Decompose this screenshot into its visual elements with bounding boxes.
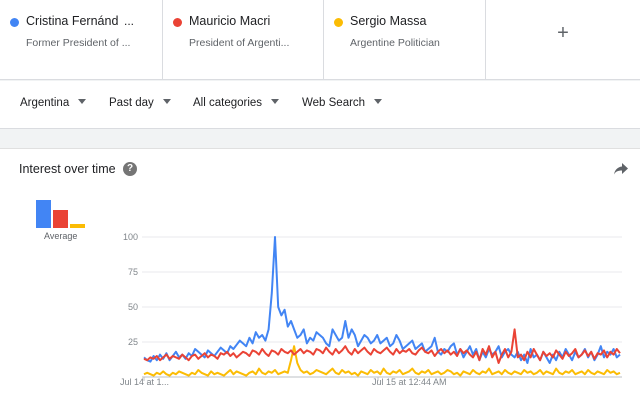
average-bar-term-2 xyxy=(53,210,68,228)
average-bar-term-3 xyxy=(70,224,85,228)
card-title: Interest over time xyxy=(19,162,116,176)
y-tick-label: 100 xyxy=(123,232,138,242)
term-name: Sergio Massa xyxy=(350,14,427,28)
series-line-1 xyxy=(143,236,621,364)
y-tick-label: 75 xyxy=(128,267,138,277)
filter-bar: Argentina Past day All categories Web Se… xyxy=(0,81,640,129)
add-comparison-button[interactable]: + xyxy=(557,22,569,44)
filter-search-type-dropdown[interactable]: Web Search xyxy=(302,97,383,109)
help-icon[interactable]: ? xyxy=(123,162,137,176)
term-description: Argentine Politician xyxy=(350,37,440,49)
x-tick-label: Jul 14 at 1... xyxy=(120,377,169,387)
term-color-dot xyxy=(10,18,19,27)
chevron-down-icon xyxy=(78,99,87,104)
term-ellipsis: ... xyxy=(123,14,134,28)
term-description: Former President of ... xyxy=(26,37,131,49)
filter-time-dropdown[interactable]: Past day xyxy=(109,97,171,109)
term-description: President of Argenti... xyxy=(189,37,290,49)
chevron-down-icon xyxy=(271,99,280,104)
y-tick-label: 25 xyxy=(128,337,138,347)
share-icon[interactable] xyxy=(614,162,628,180)
term-name: Mauricio Macri xyxy=(189,14,271,28)
chevron-down-icon xyxy=(162,99,171,104)
term-card-2[interactable]: Mauricio Macri President of Argenti... xyxy=(163,0,324,80)
x-tick-label: Jul 15 at 12:44 AM xyxy=(372,377,447,387)
average-bars xyxy=(36,196,88,228)
filter-label: Past day xyxy=(109,97,154,109)
series-line-2 xyxy=(143,328,621,364)
term-card-1[interactable]: Cristina Fernánd ... Former President of… xyxy=(0,0,163,80)
filter-label: All categories xyxy=(193,97,263,109)
compare-terms-bar: Cristina Fernánd ... Former President of… xyxy=(0,0,640,80)
series-line-3 xyxy=(143,345,621,377)
term-name: Cristina Fernánd xyxy=(26,14,119,28)
filter-label: Argentina xyxy=(20,97,70,109)
filter-region-dropdown[interactable]: Argentina xyxy=(20,97,87,109)
chevron-down-icon xyxy=(374,99,383,104)
term-color-dot xyxy=(173,18,182,27)
term-card-3[interactable]: Sergio Massa Argentine Politician xyxy=(324,0,486,80)
average-bar-term-1 xyxy=(36,199,51,228)
filter-category-dropdown[interactable]: All categories xyxy=(193,97,280,109)
term-color-dot xyxy=(334,18,343,27)
y-tick-label: 50 xyxy=(128,302,138,312)
average-label: Average xyxy=(44,231,78,241)
filter-label: Web Search xyxy=(302,97,366,109)
